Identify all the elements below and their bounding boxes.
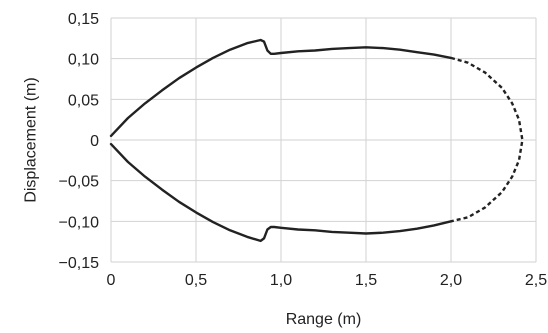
- y-tick-label: −0,10: [59, 214, 100, 231]
- x-tick-label: 0: [107, 272, 116, 289]
- y-tick-label: 0,10: [68, 52, 99, 69]
- x-tick-labels: 0 0,5 1,0 1,5 2,0 2,5: [107, 272, 548, 289]
- x-tick-label: 2,5: [525, 272, 547, 289]
- y-tick-label: −0,15: [59, 255, 100, 272]
- series-solid-line: [109, 142, 453, 243]
- x-axis-title: Range (m): [286, 311, 362, 328]
- y-axis-title: Displacement (m): [23, 77, 40, 202]
- y-tick-label: 0,05: [68, 92, 99, 109]
- y-tick-label: −0,05: [59, 174, 100, 191]
- x-tick-label: 0,5: [185, 272, 207, 289]
- x-tick-label: 1,0: [270, 272, 292, 289]
- x-tick-label: 2,0: [440, 272, 462, 289]
- series-dashed-line: [450, 56, 524, 223]
- grid: [110, 17, 537, 263]
- series-solid-line: [109, 38, 453, 138]
- x-tick-label: 1,5: [355, 272, 377, 289]
- y-tick-label: 0: [90, 133, 99, 150]
- y-tick-labels: 0,15 0,10 0,05 0 −0,05 −0,10 −0,15: [59, 11, 100, 272]
- y-tick-label: 0,15: [68, 11, 99, 28]
- plot-area: [109, 38, 524, 243]
